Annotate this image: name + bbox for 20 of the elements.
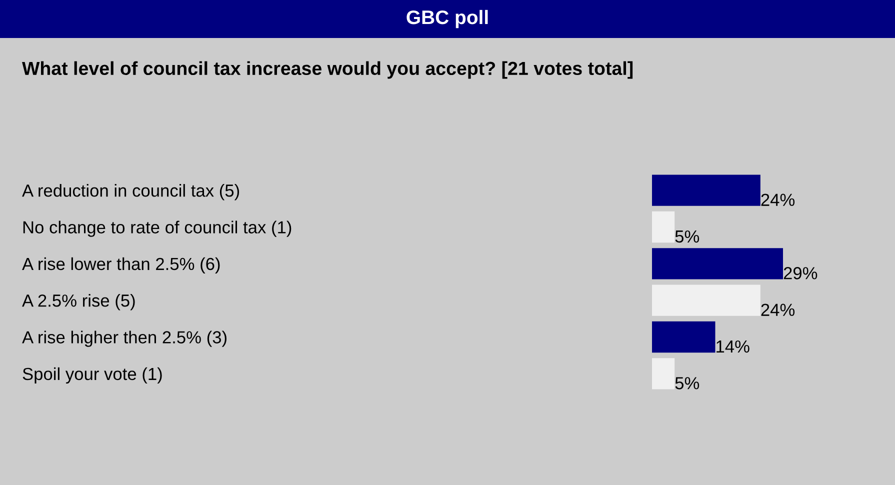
data-label: 24%	[761, 194, 795, 206]
data-label: 24%	[761, 304, 795, 316]
y-tick-label: A rise higher then 2.5% (3)	[22, 330, 226, 347]
y-tick-label: No change to rate of council tax (1)	[23, 220, 292, 237]
text: What level of council tax increase would you accept? [21 votes total]	[22, 61, 633, 79]
data-label: 5%	[675, 230, 700, 243]
bar	[652, 358, 675, 390]
bar	[652, 248, 783, 280]
y-tick-label: A rise lower than 2.5% (6)	[22, 257, 220, 274]
bar	[652, 284, 760, 316]
bar	[652, 211, 675, 243]
data-label: 5%	[675, 377, 700, 390]
data-label: 29%	[784, 267, 818, 280]
y-tick-label: A 2.5% rise (5)	[22, 294, 135, 310]
text: GBC poll	[406, 10, 488, 28]
data-label: 14%	[716, 340, 750, 353]
y-tick-label: Spoil your vote (1)	[22, 367, 162, 384]
bar	[652, 321, 716, 353]
bar	[652, 174, 760, 206]
y-tick-label: A reduction in council tax (5)	[22, 184, 240, 200]
